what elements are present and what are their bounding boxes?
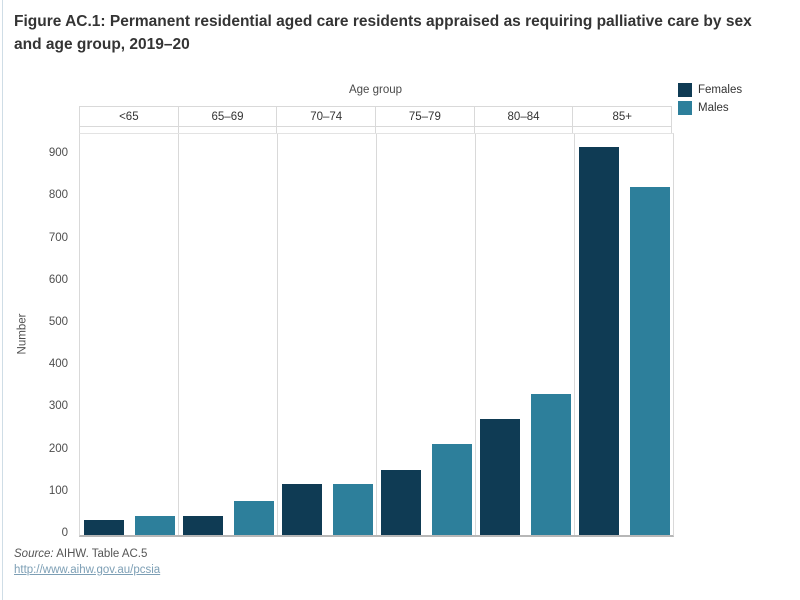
tick-cell [277,127,377,133]
y-tick-label-500: 500 [48,315,68,328]
legend-label: Males [698,102,729,114]
bar-males-1[interactable] [233,501,274,535]
bar-females-4[interactable] [479,419,520,535]
legend-item-males[interactable]: Males [678,101,742,115]
y-tick-label-200: 200 [48,442,68,455]
tick-cell [475,127,574,133]
axis-tick-strip [79,127,672,133]
bar-females-2[interactable] [281,484,322,535]
legend-label: Females [698,84,743,96]
bar-females-1[interactable] [182,516,223,535]
tick-cell [179,127,278,133]
source-text: AIHW. Table AC.5 [53,548,148,560]
chart-title: Figure AC.1: Permanent residential aged … [14,13,752,54]
bar-males-0[interactable] [134,516,175,535]
y-tick-label-300: 300 [48,400,68,413]
bar-males-4[interactable] [530,394,571,535]
legend: Females Males [678,83,742,119]
y-tick-label-800: 800 [48,189,68,202]
tick-cell [376,127,475,133]
bar-females-3[interactable] [380,470,421,535]
page-left-border [2,0,3,600]
tick-cell [80,127,179,133]
y-tick-label-900: 900 [48,147,68,160]
bar-males-3[interactable] [431,444,472,535]
bar-males-2[interactable] [332,484,373,535]
y-tick-label-0: 0 [61,527,68,539]
bar-males-5[interactable] [629,187,670,535]
y-tick-label-700: 700 [48,231,68,244]
age-group-label-3: 75–79 [376,107,475,126]
age-group-label-4: 80–84 [475,107,574,126]
category-column-0 [80,134,179,535]
y-tick-label-600: 600 [48,273,68,286]
plot-area [79,133,674,537]
legend-swatch-females [678,83,692,97]
age-group-label-0: <65 [80,107,179,126]
age-group-label-1: 65–69 [179,107,278,126]
source-prefix: Source: [14,548,54,560]
age-group-label-2: 70–74 [277,107,377,126]
category-column-5 [575,134,673,535]
bar-females-5[interactable] [578,147,619,535]
y-tick-label-100: 100 [48,484,68,497]
category-column-3 [377,134,476,535]
legend-item-females[interactable]: Females [678,83,742,97]
y-tick-label-400: 400 [48,358,68,371]
x-axis-title: Age group [348,84,403,96]
source-link[interactable]: http://www.aihw.gov.au/pcsia [14,564,161,576]
y-axis-labels: 0 100 200 300 400 500 600 700 800 900 [0,133,68,539]
category-column-1 [179,134,278,535]
category-column-4 [476,134,575,535]
footer: Source: AIHW. Table AC.5 http://www.aihw… [14,546,160,578]
bar-females-0[interactable] [83,520,124,535]
category-column-2 [278,134,377,535]
source-line: Source: AIHW. Table AC.5 [14,546,160,562]
legend-swatch-males [678,101,692,115]
age-group-label-5: 85+ [612,110,632,123]
age-group-header-band: <65 65–69 70–74 75–79 80–84 85+ [79,106,672,127]
